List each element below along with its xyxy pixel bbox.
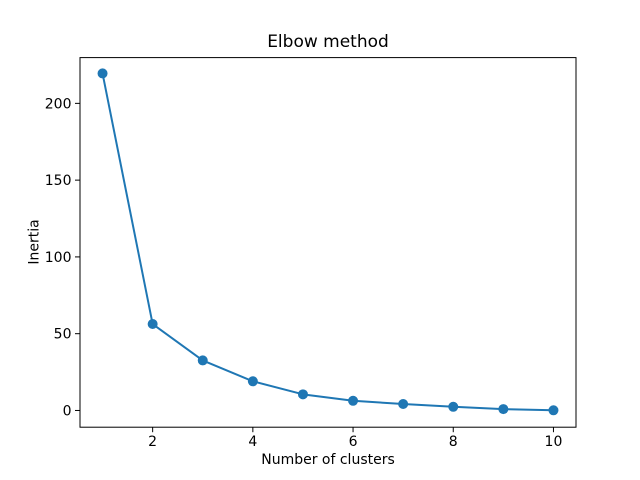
x-tick-label: 10 bbox=[545, 434, 563, 450]
y-axis-label: Inertia bbox=[26, 219, 43, 265]
x-tick-label: 4 bbox=[248, 434, 257, 450]
data-point bbox=[548, 405, 559, 416]
axes-frame bbox=[79, 57, 577, 428]
x-tick-label: 2 bbox=[148, 434, 157, 450]
x-tick-label: 6 bbox=[349, 434, 358, 450]
x-axis-label: Number of clusters bbox=[261, 452, 395, 468]
y-tick-label: 50 bbox=[54, 327, 72, 343]
x-tick-label: 8 bbox=[449, 434, 458, 450]
chart-title: Elbow method bbox=[267, 32, 389, 52]
data-point bbox=[97, 68, 108, 79]
data-point bbox=[297, 389, 308, 400]
y-tick-label: 100 bbox=[45, 250, 72, 266]
data-point bbox=[398, 399, 409, 410]
data-point bbox=[147, 319, 158, 330]
data-point bbox=[448, 401, 459, 412]
data-point bbox=[247, 376, 258, 387]
y-tick-label: 150 bbox=[45, 173, 72, 189]
y-tick-label: 0 bbox=[63, 403, 72, 419]
data-point bbox=[348, 395, 359, 406]
data-point bbox=[197, 355, 208, 366]
data-point bbox=[498, 404, 509, 415]
series-line bbox=[101, 72, 555, 412]
y-tick-label: 200 bbox=[45, 96, 72, 112]
